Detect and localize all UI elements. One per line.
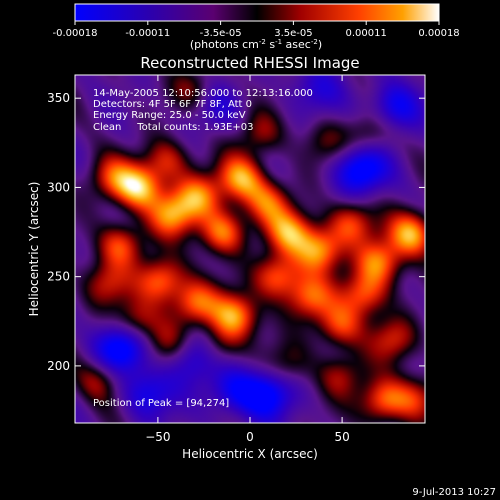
annotation-counts: Clean Total counts: 1.93E+03 <box>93 122 253 133</box>
y-tick-label: 250 <box>47 270 70 284</box>
colorbar <box>74 3 440 22</box>
x-axis: −50 0 50 <box>145 75 350 444</box>
colorbar-tick-label: 0.00018 <box>418 28 459 39</box>
colorbar-tick-label: -0.00018 <box>53 28 98 39</box>
y-axis: 200 250 300 350 <box>47 91 425 373</box>
heatmap-image <box>75 75 425 423</box>
annotation-detectors: Detectors: 4F 5F 6F 7F 8F, Att 0 <box>93 99 252 110</box>
x-tick-label: 0 <box>246 430 254 444</box>
y-tick-label: 200 <box>47 359 70 373</box>
footer-timestamp: 9-Jul-2013 10:27 <box>412 487 496 498</box>
colorbar-tick-label: -0.00011 <box>125 28 170 39</box>
colorbar-tick-label: 0.00011 <box>346 28 387 39</box>
y-tick-label: 300 <box>47 180 70 194</box>
chart-title: Reconstructed RHESSI Image <box>140 54 359 72</box>
colorbar-ticks: -0.00018 -0.00011 -3.5e-05 3.5e-05 0.00011 0.… <box>53 21 460 39</box>
y-axis-label: Heliocentric Y (arcsec) <box>27 182 41 317</box>
y-tick-label: 350 <box>47 91 70 105</box>
x-tick-label: −50 <box>145 430 170 444</box>
peak-position-label: Position of Peak = [94,274] <box>93 398 229 409</box>
annotation-block: 14-May-2005 12:10:56.000 to 12:13:16.000… <box>93 88 313 133</box>
annotation-energy: Energy Range: 25.0 - 50.0 keV <box>93 110 246 121</box>
x-axis-label: Heliocentric X (arcsec) <box>182 447 318 461</box>
colorbar-tick-label: 3.5e-05 <box>274 28 312 39</box>
annotation-time: 14-May-2005 12:10:56.000 to 12:13:16.000 <box>93 88 313 99</box>
x-tick-label: 50 <box>334 430 349 444</box>
colorbar-tick-label: -3.5e-05 <box>200 28 242 39</box>
colorbar-label: (photons cm-2 s-1 asec-2) <box>190 38 322 51</box>
